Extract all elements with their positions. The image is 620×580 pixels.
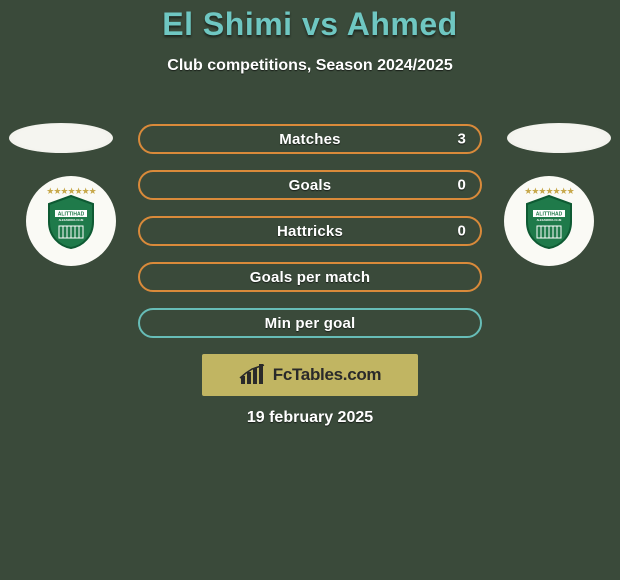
stat-label: Matches [279, 131, 340, 148]
stat-row: Min per goal [138, 308, 482, 338]
date-label: 19 february 2025 [0, 409, 620, 427]
page-title: El Shimi vs Ahmed [0, 6, 620, 43]
svg-text:ALITTIHAD: ALITTIHAD [58, 212, 85, 218]
promo-banner[interactable]: FcTables.com [202, 354, 418, 396]
svg-text:ALEXANDRIA CLUB: ALEXANDRIA CLUB [59, 218, 84, 222]
stat-row: Hattricks 0 [138, 216, 482, 246]
shield-icon: ALITTIHAD ALEXANDRIA CLUB [523, 194, 575, 250]
stat-label: Goals per match [250, 269, 371, 286]
svg-text:ALEXANDRIA CLUB: ALEXANDRIA CLUB [537, 218, 562, 222]
stat-label: Hattricks [277, 223, 343, 240]
club-right-badge: ★★★★★★★ ALITTIHAD ALEXANDRIA CLUB [504, 176, 594, 266]
player-right-avatar [507, 123, 611, 153]
svg-text:ALITTIHAD: ALITTIHAD [536, 212, 563, 218]
stat-label: Min per goal [265, 315, 356, 332]
stat-row: Goals 0 [138, 170, 482, 200]
player-left-avatar [9, 123, 113, 153]
shield-icon: ALITTIHAD ALEXANDRIA CLUB [45, 194, 97, 250]
stat-row: Matches 3 [138, 124, 482, 154]
stat-label: Goals [289, 177, 332, 194]
subtitle: Club competitions, Season 2024/2025 [0, 57, 620, 75]
club-left-badge: ★★★★★★★ ALITTIHAD ALEXANDRIA CLUB [26, 176, 116, 266]
stat-right-value: 0 [457, 223, 466, 240]
stat-row: Goals per match [138, 262, 482, 292]
stat-right-value: 3 [457, 131, 466, 148]
stats-list: Matches 3 Goals 0 Hattricks 0 Goals per match M… [138, 124, 482, 338]
bar-chart-icon [239, 364, 267, 386]
promo-text: FcTables.com [273, 365, 382, 385]
stat-right-value: 0 [457, 177, 466, 194]
